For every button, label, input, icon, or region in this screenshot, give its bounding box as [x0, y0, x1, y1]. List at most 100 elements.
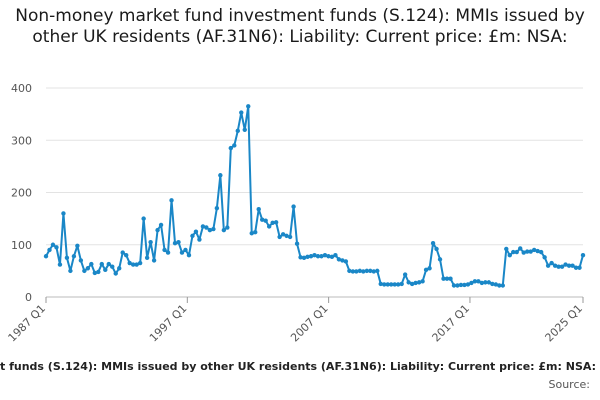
data-point[interactable]	[319, 254, 324, 259]
data-point[interactable]	[186, 253, 192, 258]
data-point[interactable]	[137, 260, 143, 266]
data-point[interactable]	[514, 249, 519, 255]
data-point[interactable]	[103, 267, 108, 273]
data-point[interactable]	[357, 268, 363, 274]
data-point[interactable]	[130, 262, 136, 267]
data-point[interactable]	[413, 280, 418, 286]
data-point[interactable]	[493, 282, 499, 287]
data-point[interactable]	[479, 280, 485, 286]
data-point[interactable]	[573, 265, 579, 270]
data-point[interactable]	[235, 128, 240, 134]
data-point[interactable]	[490, 281, 495, 287]
data-point[interactable]	[211, 226, 216, 232]
data-point[interactable]	[455, 283, 460, 288]
data-point[interactable]	[347, 268, 352, 274]
data-point[interactable]	[570, 263, 575, 268]
data-point[interactable]	[549, 260, 554, 266]
data-point[interactable]	[190, 233, 195, 239]
data-point[interactable]	[124, 253, 129, 258]
data-point[interactable]	[378, 281, 383, 287]
data-point[interactable]	[277, 234, 282, 240]
data-point[interactable]	[462, 282, 467, 288]
data-point[interactable]	[197, 237, 202, 242]
data-point[interactable]	[301, 255, 307, 261]
data-point[interactable]	[221, 227, 227, 233]
data-point[interactable]	[71, 254, 77, 259]
data-point[interactable]	[350, 269, 356, 274]
data-point[interactable]	[483, 280, 488, 285]
data-point[interactable]	[371, 269, 376, 274]
data-point[interactable]	[364, 268, 370, 274]
data-point[interactable]	[556, 264, 561, 269]
data-point[interactable]	[430, 240, 436, 246]
data-point[interactable]	[179, 250, 185, 255]
data-point[interactable]	[99, 261, 104, 267]
data-point[interactable]	[266, 224, 272, 229]
data-point[interactable]	[340, 258, 345, 263]
data-point[interactable]	[511, 249, 516, 255]
data-point[interactable]	[134, 262, 139, 267]
data-point[interactable]	[291, 204, 296, 209]
data-point[interactable]	[402, 272, 408, 277]
data-point[interactable]	[329, 254, 335, 259]
data-point[interactable]	[158, 222, 164, 228]
data-point[interactable]	[469, 280, 474, 286]
data-point[interactable]	[246, 104, 251, 109]
data-point[interactable]	[204, 225, 209, 230]
data-point[interactable]	[256, 207, 261, 212]
data-point[interactable]	[263, 218, 268, 223]
data-point[interactable]	[486, 280, 492, 285]
data-point[interactable]	[504, 246, 509, 252]
data-point[interactable]	[434, 246, 439, 252]
data-point[interactable]	[96, 269, 101, 275]
data-point[interactable]	[218, 173, 223, 178]
data-point[interactable]	[151, 258, 157, 263]
data-point[interactable]	[249, 231, 254, 236]
data-point[interactable]	[144, 255, 150, 261]
data-point[interactable]	[476, 279, 481, 284]
data-point[interactable]	[472, 279, 478, 284]
data-point[interactable]	[518, 246, 523, 251]
data-point[interactable]	[113, 271, 118, 276]
data-point[interactable]	[538, 249, 544, 255]
data-point[interactable]	[531, 247, 537, 253]
data-point[interactable]	[259, 217, 265, 222]
data-point[interactable]	[382, 282, 387, 287]
data-point[interactable]	[148, 239, 153, 245]
data-point[interactable]	[333, 253, 338, 258]
data-point[interactable]	[78, 258, 84, 263]
data-point[interactable]	[458, 282, 464, 288]
data-point[interactable]	[441, 276, 446, 281]
data-point[interactable]	[343, 259, 349, 264]
data-point[interactable]	[420, 279, 425, 284]
data-point[interactable]	[354, 269, 359, 274]
data-point[interactable]	[308, 254, 314, 259]
data-point[interactable]	[50, 242, 56, 247]
data-point[interactable]	[465, 282, 471, 287]
data-point[interactable]	[375, 268, 380, 274]
data-point[interactable]	[294, 241, 300, 246]
data-point[interactable]	[577, 265, 582, 270]
data-point[interactable]	[399, 281, 404, 287]
data-point[interactable]	[68, 268, 73, 274]
data-point[interactable]	[64, 255, 70, 261]
data-point[interactable]	[521, 250, 526, 255]
data-point[interactable]	[559, 264, 565, 269]
data-point[interactable]	[528, 249, 533, 254]
data-point[interactable]	[287, 234, 293, 240]
data-point[interactable]	[298, 255, 303, 260]
data-point[interactable]	[127, 260, 132, 266]
data-point[interactable]	[542, 255, 547, 260]
data-point[interactable]	[451, 283, 457, 288]
data-point[interactable]	[120, 250, 125, 255]
data-point[interactable]	[253, 230, 258, 235]
data-point[interactable]	[437, 257, 443, 262]
data-point[interactable]	[172, 240, 178, 246]
data-point[interactable]	[312, 253, 317, 258]
data-point[interactable]	[232, 143, 237, 148]
data-point[interactable]	[385, 282, 390, 287]
data-point[interactable]	[242, 127, 247, 132]
data-point[interactable]	[336, 257, 342, 262]
data-point[interactable]	[85, 266, 91, 271]
data-point[interactable]	[322, 253, 328, 258]
